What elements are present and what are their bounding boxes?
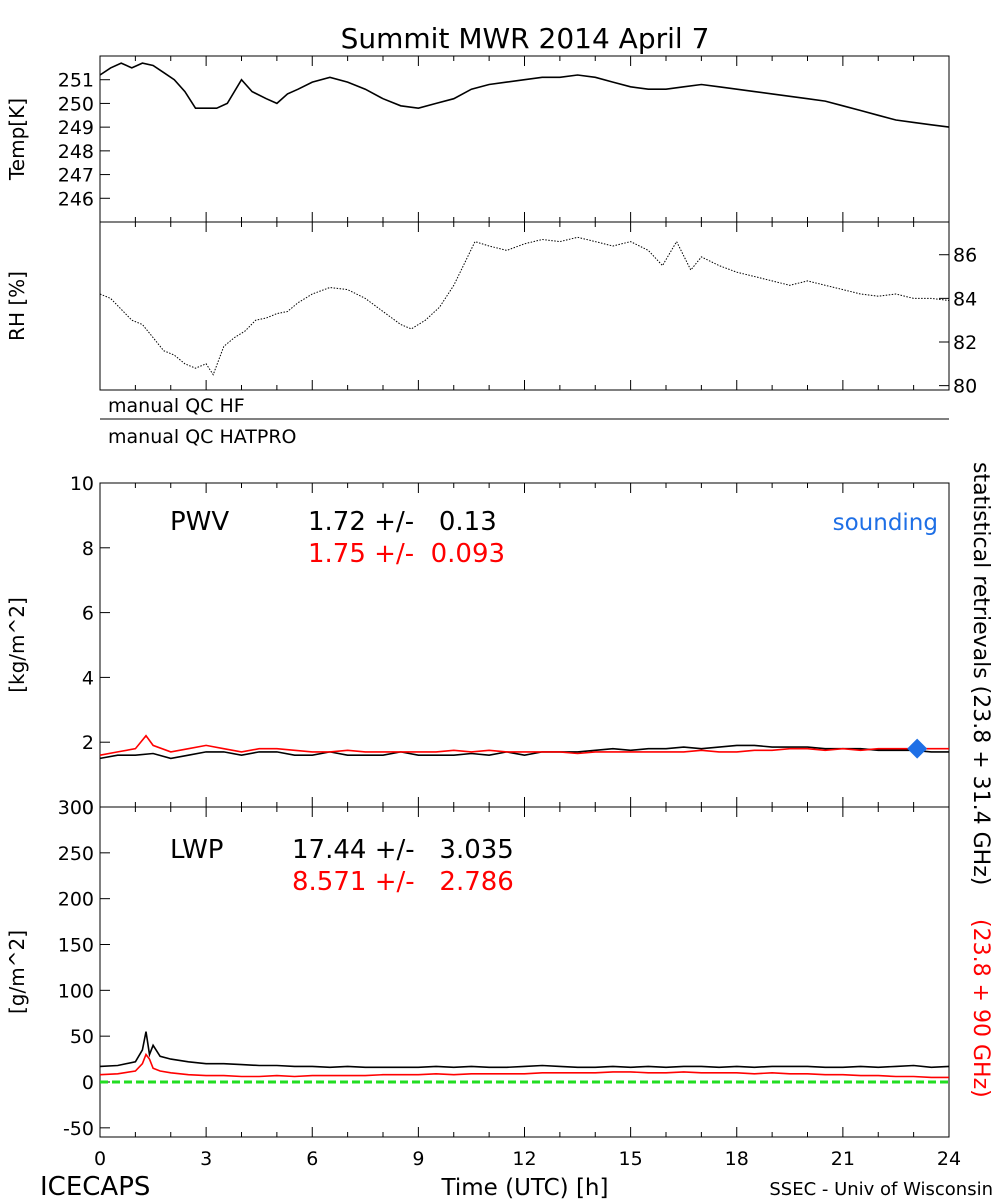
rh-ytick-label: 84 — [953, 288, 977, 310]
x-tick-label: 9 — [412, 1148, 424, 1170]
x-tick-label: 24 — [937, 1148, 961, 1170]
lwp-stats-black: 17.44 +/- 3.035 — [292, 835, 514, 865]
temp-ytick-label: 249 — [58, 117, 94, 139]
lwp-stats-red: 8.571 +/- 2.786 — [292, 867, 514, 897]
pwv-ytick-label: 0 — [82, 797, 94, 819]
sounding-marker — [907, 738, 928, 759]
lwp-series-0-line — [99, 1031, 950, 1069]
pwv-stats-red: 1.75 +/- 0.093 — [308, 539, 505, 569]
x-tick-label: 6 — [306, 1148, 318, 1170]
lwp-ytick-label: 0 — [82, 1072, 94, 1094]
rh-series-0-line — [99, 236, 950, 376]
lwp-ytick-label: 50 — [70, 1026, 94, 1048]
qc-label-hf: manual QC HF — [108, 395, 245, 417]
side-label-red: (23.8 + 90 GHz) — [968, 919, 993, 1098]
lwp-ytick-label: 150 — [58, 935, 94, 957]
x-axis-label: Time (UTC) [h] — [441, 1175, 609, 1200]
temp-ytick-label: 251 — [58, 70, 94, 92]
pwv-label: PWV — [170, 507, 229, 537]
rh-ytick-label: 82 — [953, 332, 977, 354]
pwv-ytick-label: 8 — [82, 538, 94, 560]
x-tick-label: 12 — [512, 1148, 536, 1170]
qc-label-hatpro: manual QC HATPRO — [108, 426, 297, 448]
lwp-ytick-label: 200 — [58, 889, 94, 911]
lwp-ytick-label: 250 — [58, 843, 94, 865]
pwv-stats-black: 1.72 +/- 0.13 — [308, 507, 497, 537]
temp-ytick-label: 248 — [58, 141, 94, 163]
lwp-series-1-line — [99, 1052, 949, 1079]
x-tick-label: 18 — [725, 1148, 749, 1170]
pwv-ytick-label: 10 — [70, 473, 94, 495]
lwp-panel-frame — [99, 806, 950, 1138]
x-tick-label: 0 — [94, 1148, 106, 1170]
temp-ytick-label: 246 — [58, 188, 94, 210]
lwp-ytick-label: -50 — [63, 1118, 94, 1140]
sounding-label: sounding — [833, 510, 938, 536]
footer-left: ICECAPS — [40, 1172, 150, 1200]
temp-ytick-label: 247 — [58, 165, 94, 187]
x-tick-label: 3 — [200, 1148, 212, 1170]
rh-ytick-label: 80 — [953, 376, 977, 398]
footer-right: SSEC - Univ of Wisconsin — [769, 1179, 993, 1200]
pwv-series-1-line — [99, 734, 949, 756]
pwv-y-axis-label: [kg/m^2] — [5, 597, 29, 693]
temp-series-0-line — [99, 62, 950, 128]
rh-panel-frame — [99, 221, 950, 391]
x-tick-label: 15 — [619, 1148, 643, 1170]
side-label-black: statistical retrievals (23.8 + 31.4 GHz) — [968, 462, 993, 885]
temp-panel-frame — [99, 55, 950, 223]
x-tick-label: 21 — [831, 1148, 855, 1170]
lwp-ytick-label: 100 — [58, 980, 94, 1002]
temp-y-axis-label: Temp[K] — [5, 98, 29, 181]
pwv-series-0-line — [99, 744, 949, 760]
lwp-y-axis-label: [g/m^2] — [5, 930, 29, 1014]
pwv-ytick-label: 4 — [82, 667, 94, 689]
rh-ytick-label: 86 — [953, 245, 977, 267]
pwv-ytick-label: 2 — [82, 732, 94, 754]
chart-title: Summit MWR 2014 April 7 — [341, 22, 710, 55]
lwp-ytick-label: 300 — [58, 797, 94, 819]
lwp-label: LWP — [170, 835, 224, 865]
temp-ytick-label: 250 — [58, 93, 94, 115]
rh-y-axis-label: RH [%] — [5, 271, 29, 341]
pwv-ytick-label: 6 — [82, 603, 94, 625]
